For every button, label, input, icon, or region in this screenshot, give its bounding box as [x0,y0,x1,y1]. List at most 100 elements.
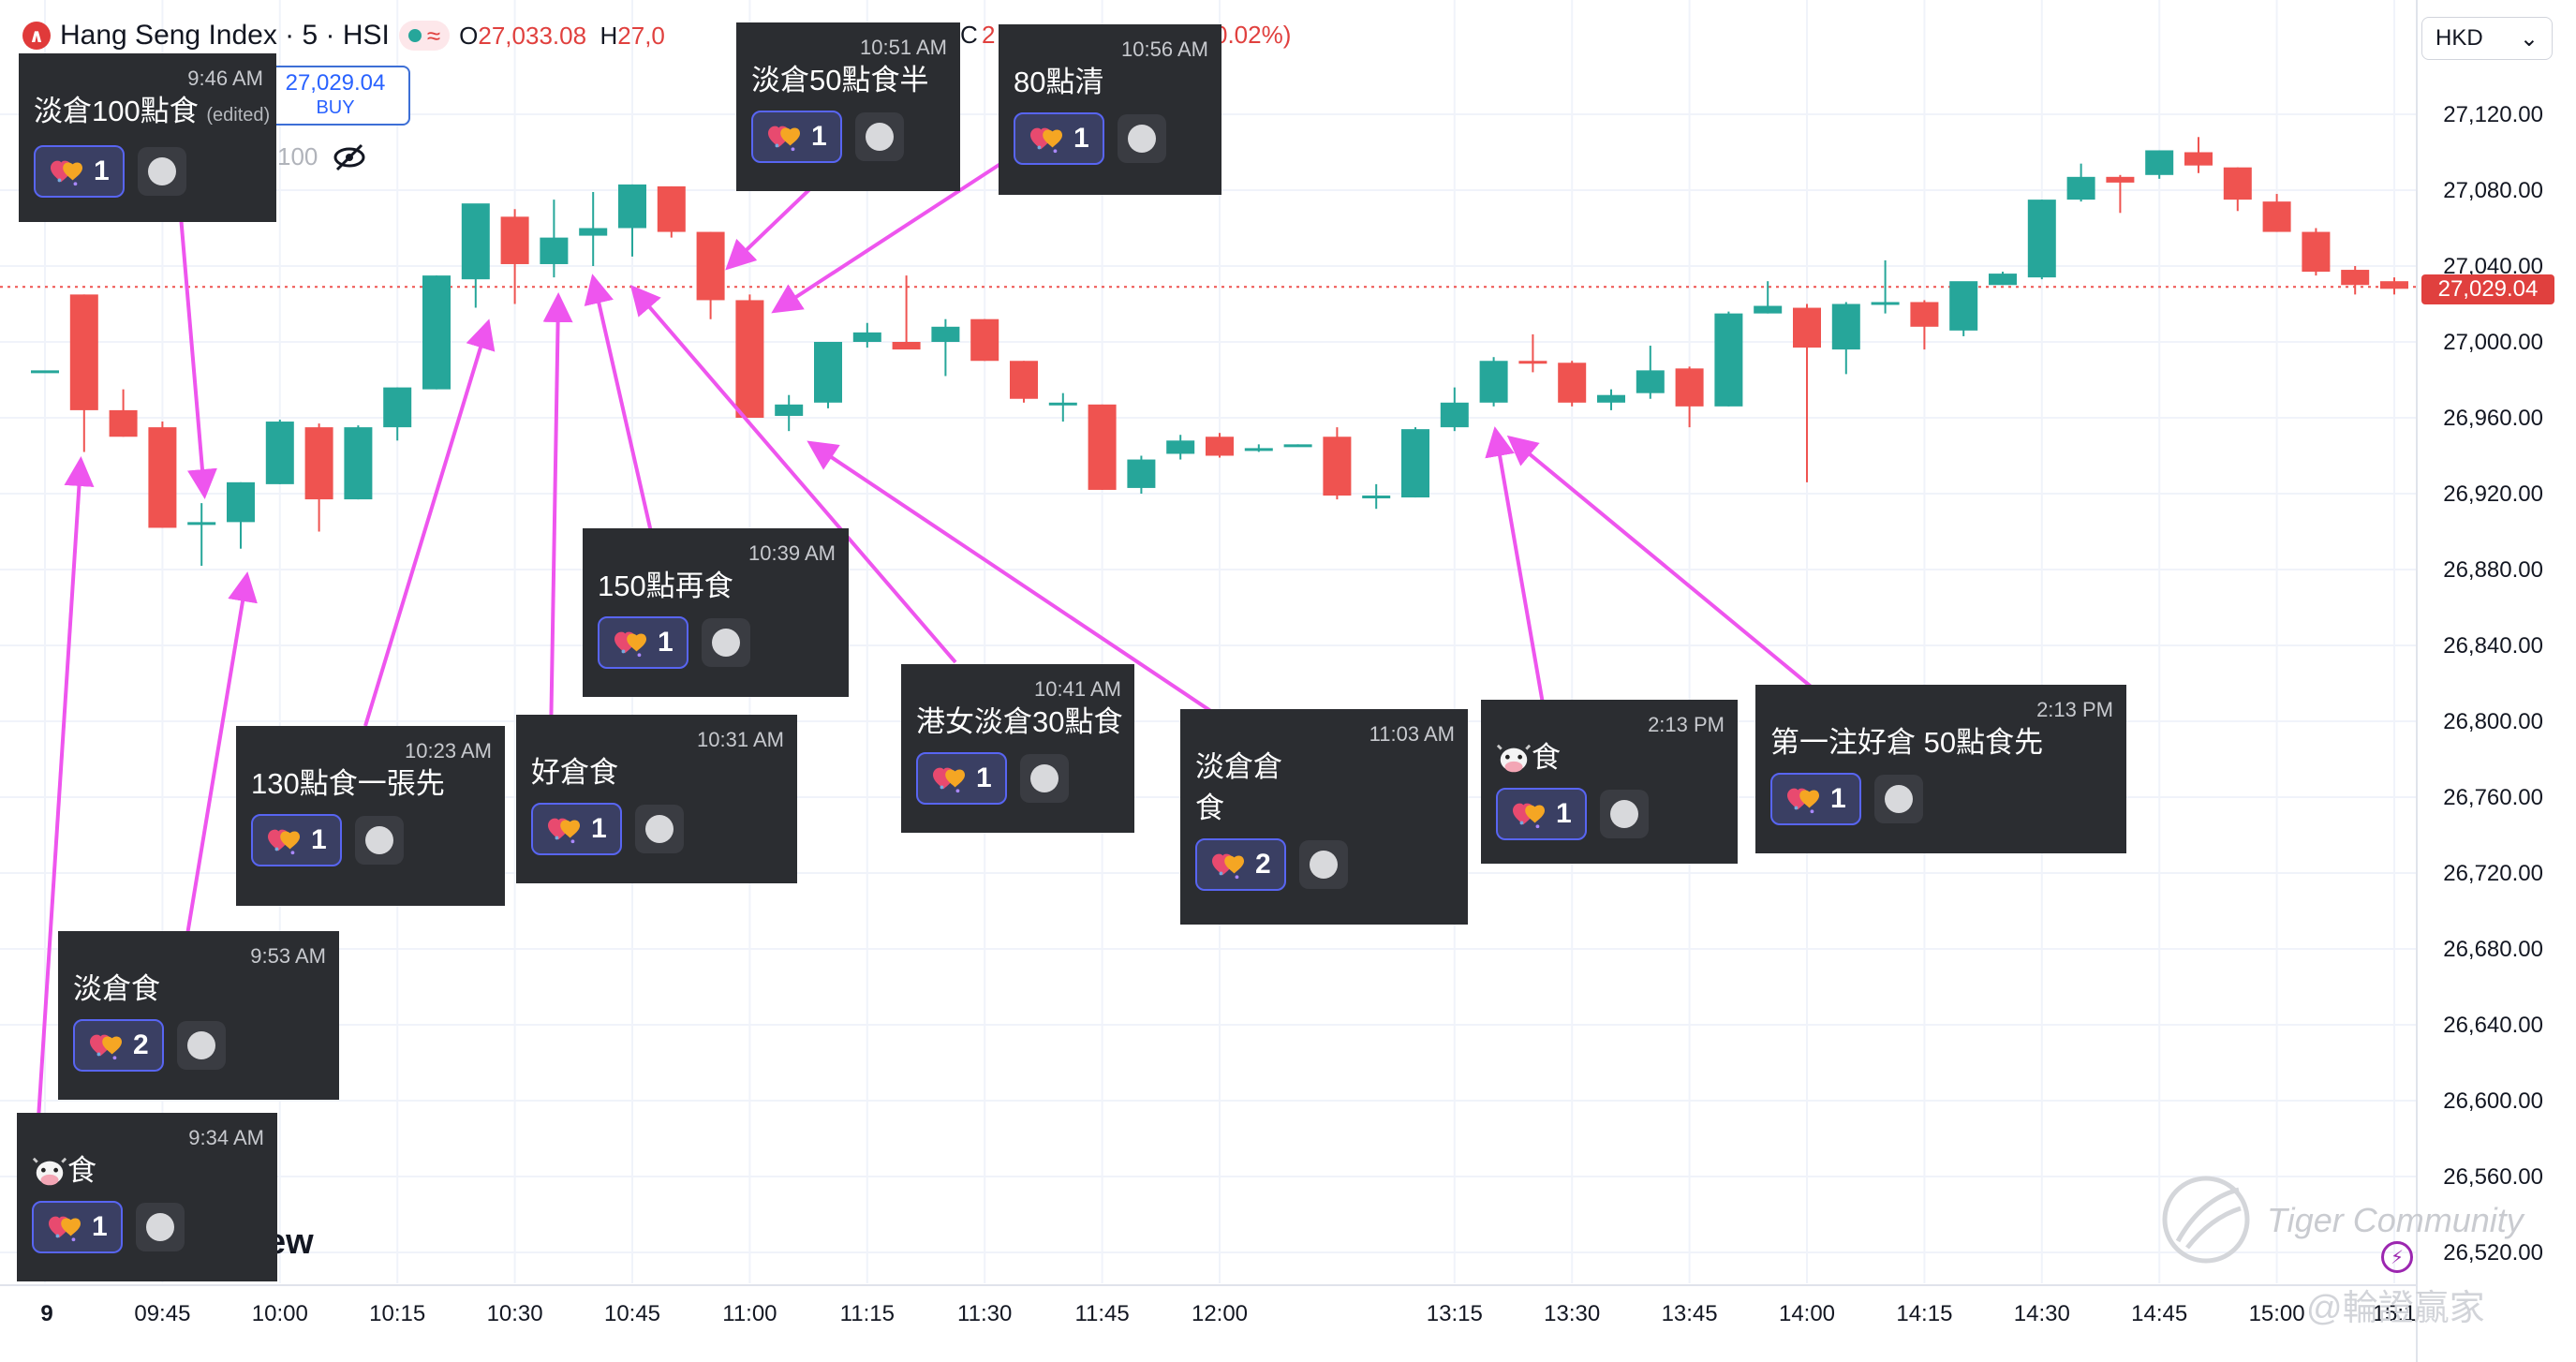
x-tick-label: 14:45 [2131,1301,2187,1326]
candle-body [1323,437,1352,496]
y-tick-label: 27,080.00 [2443,178,2543,203]
candle-body [2066,176,2095,200]
candle-body [304,427,333,500]
heart-sparkle-icon [268,829,300,855]
annotation-card[interactable]: 9:46 AM 淡倉100點食 (edited) 1 [19,53,276,222]
annotation-time: 10:39 AM [748,541,836,565]
annotation-arrow [176,182,217,499]
annotation-time: 9:53 AM [250,944,326,968]
heart-sparkle-icon [548,818,580,844]
candle-body [775,404,804,416]
add-reaction-button[interactable] [354,816,404,865]
add-reaction-button[interactable] [137,147,186,196]
candle-body [109,409,138,437]
candle-body [1793,307,1821,348]
smiley-icon [1127,125,1156,153]
reaction-button[interactable]: 1 [598,616,688,669]
candle-body [69,294,98,410]
add-reaction-button[interactable] [1117,114,1166,163]
add-reaction-button[interactable] [1298,840,1348,889]
hide-eye-icon[interactable] [333,143,366,171]
x-tick-label: 15:1 [2373,1301,2417,1326]
smiley-icon [711,629,740,657]
annotation-card[interactable]: 2:13 PM 第一注好倉 50點食先 1 [1755,685,2126,853]
reaction-button[interactable]: 1 [1770,773,1861,825]
annotation-card[interactable]: 10:56 AM 80點清 1 [999,24,1221,195]
lightning-icon[interactable]: ⚡ [2381,1241,2413,1273]
annotation-message: 150點再食 [598,566,834,607]
candle-body [148,427,177,528]
reaction-row: 1 [1014,112,1207,165]
annotation-arrow [542,292,573,741]
reaction-button[interactable]: 1 [251,814,342,866]
candle-body [2341,270,2370,286]
candle-body [892,342,921,350]
annotation-card[interactable]: 10:51 AM 淡倉50點食半 1 [736,22,960,191]
symbol-title[interactable]: Hang Seng Index · 5 · HSI [60,20,390,51]
reaction-button[interactable]: 1 [1496,788,1587,840]
annotation-card[interactable]: 11:03 AM 淡倉倉食 2 [1180,709,1468,925]
candle-body [1518,361,1547,364]
annotation-card[interactable]: 10:31 AM 好倉食 1 [516,715,797,883]
annotation-card[interactable]: 10:41 AM 港女淡倉30點食 1 [901,664,1134,833]
reaction-button[interactable]: 1 [751,111,842,163]
add-reaction-button[interactable] [1873,775,1923,823]
reaction-button[interactable]: 1 [916,752,1007,805]
x-tick-label: 14:00 [1779,1301,1835,1326]
order-side: BUY [316,97,355,118]
add-reaction-button[interactable] [634,805,684,853]
candle-body [1714,313,1743,407]
annotation-card[interactable]: 2:13 PM 食 1 [1481,700,1738,864]
candle-body [344,427,373,500]
open-value: 27,033.08 [478,21,587,50]
add-reaction-button[interactable] [854,112,904,161]
add-reaction-button[interactable] [135,1203,185,1251]
reaction-button[interactable]: 1 [34,145,125,198]
annotation-arrow [363,318,496,727]
y-tick-label: 26,720.00 [2443,861,2543,886]
x-tick-label: 14:30 [2014,1301,2070,1326]
annotation-message: 淡倉100點食 (edited) [34,91,270,136]
candle-body [735,300,764,418]
annotation-card[interactable]: 10:39 AM 150點再食 1 [583,528,849,697]
add-reaction-button[interactable] [701,618,750,667]
annotation-card[interactable]: 9:53 AM 淡倉食 2 [58,931,339,1100]
y-tick-label: 26,640.00 [2443,1013,2543,1038]
reaction-button[interactable]: 1 [1014,112,1104,165]
candle-body [1440,402,1469,428]
candle-body [1362,496,1391,499]
heart-sparkle-icon [51,160,82,186]
order-quantity: 100 [277,142,318,170]
candle-body [31,370,59,374]
reaction-button[interactable]: 1 [32,1201,123,1253]
currency-value: HKD [2435,25,2483,51]
annotation-message: 好倉食 [531,752,782,793]
reaction-button[interactable]: 2 [1195,838,1286,891]
chevron-down-icon: ⌄ [2519,25,2539,52]
candle-body [1010,361,1038,399]
reaction-button[interactable]: 2 [73,1019,164,1072]
annotation-arrow [36,456,95,1134]
candle-body [1244,448,1273,452]
annotation-message: 食 [32,1150,262,1192]
annotation-card[interactable]: 9:34 AM 食 1 [17,1113,277,1281]
reaction-count: 1 [591,813,607,844]
add-reaction-button[interactable] [1019,754,1069,803]
candle-body [2223,167,2252,200]
smiley-icon [1884,785,1913,813]
candle-body [2184,152,2213,166]
x-tick-label: 11:45 [1074,1301,1129,1326]
reaction-row: 1 [251,814,490,866]
order-buy-button[interactable]: 27,029.04 BUY [260,66,410,126]
market-status-pill[interactable]: ≈ [398,21,451,51]
add-reaction-button[interactable] [176,1021,226,1070]
candle-body [265,422,294,484]
reaction-row: 1 [32,1201,262,1253]
x-tick-label: 11:15 [840,1301,895,1326]
annotation-card[interactable]: 10:23 AM 130點食一張先 1 [236,726,505,906]
add-reaction-button[interactable] [1599,790,1649,838]
currency-select[interactable]: HKD ⌄ [2421,17,2553,60]
candle-body [187,522,216,526]
reaction-button[interactable]: 1 [531,803,622,855]
